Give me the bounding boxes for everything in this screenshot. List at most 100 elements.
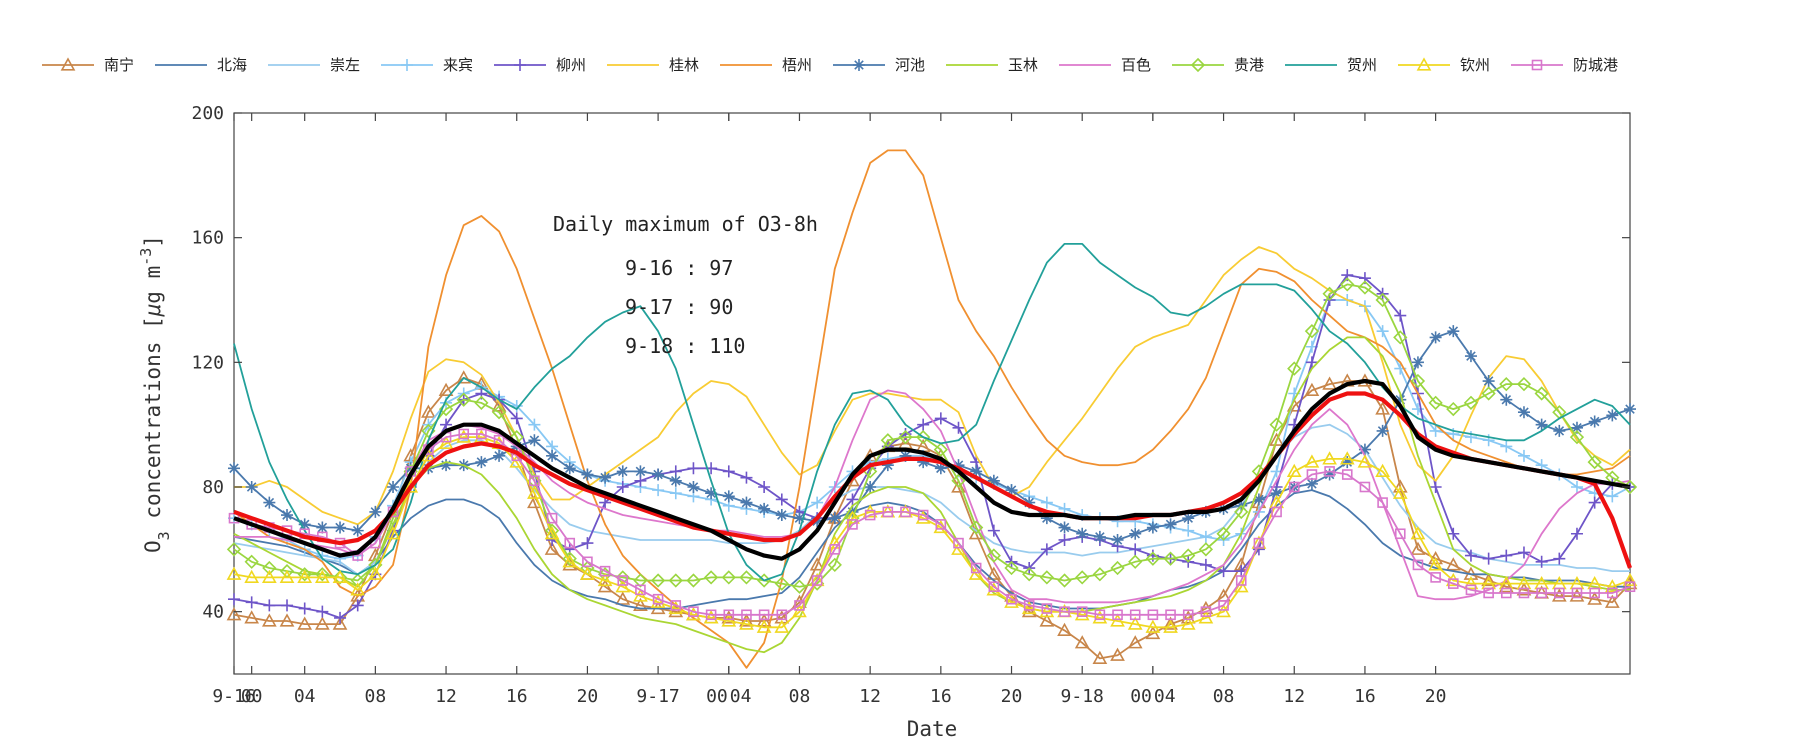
data-point [421,423,436,439]
data-point [1551,588,1567,602]
data-point [244,554,259,569]
data-point [1322,286,1337,301]
data-point [1429,331,1442,344]
data-point [297,569,313,583]
legend-label: 桂林 [669,56,699,74]
legend-item: 来宾 [381,56,473,74]
data-point [1112,609,1123,621]
data-point [1145,551,1161,566]
data-point [864,481,877,493]
data-point [1058,521,1071,534]
data-point [828,512,841,525]
x-tick-label: 12 [435,686,457,707]
daily-max-annotation: Daily maximum of O3-8h 9-16 : 97 9-17 : … [553,212,818,358]
x-tick-label: 00 [241,686,263,707]
data-point [1447,578,1459,589]
data-point [633,588,648,602]
data-point [314,616,330,630]
data-point [668,600,684,615]
data-point [297,567,312,582]
data-point [438,382,454,396]
x-tick-label: 08 [789,686,811,707]
data-point [687,481,700,493]
data-point [1182,524,1195,537]
data-point [775,493,788,506]
legend-item: 贵港 [1172,56,1264,74]
data-point [580,566,595,580]
x-tick-label: 00 [1130,686,1152,707]
data-point [332,569,348,583]
data-point [1517,449,1530,462]
data-point [1163,619,1178,633]
data-point [1323,468,1336,481]
data-point [1357,280,1373,295]
data-point [298,602,311,615]
data-point [226,542,242,557]
x-axis-label: Date [907,717,958,741]
data-point [599,565,611,577]
data-point [1305,477,1318,490]
y-tick-label: 40 [202,602,224,623]
x-tick-label: 12 [1283,686,1305,707]
data-point [1357,454,1373,468]
data-point [1412,559,1424,571]
y-tick-label: 200 [191,103,224,124]
data-point [776,609,788,621]
data-point [703,610,719,624]
data-point [334,611,347,624]
legend-marker [1416,57,1432,71]
y-tick-label: 80 [202,477,224,498]
series-11 [226,277,1638,594]
y-axis-label-part: 3 [155,531,173,540]
data-point [933,442,948,457]
data-point [688,606,699,617]
data-point [1607,587,1618,599]
data-point [351,524,364,537]
data-point [1554,587,1565,599]
data-point [528,418,541,431]
data-point [633,573,648,588]
legend-label: 梧州 [782,56,812,74]
data-point [563,462,576,475]
data-point [1322,376,1337,390]
data-point [1288,481,1300,493]
data-point [721,613,737,627]
data-point [1482,375,1495,388]
data-point [529,475,540,487]
data-point [245,596,258,609]
data-point [1304,324,1320,339]
data-point [421,448,436,462]
data-point [1482,552,1495,565]
data-point [1536,587,1547,599]
data-point [900,506,911,518]
data-point [1534,386,1549,401]
data-point [1463,395,1479,410]
data-point [351,599,364,612]
data-point [1022,567,1037,582]
data-point [811,575,823,586]
data-point [1092,610,1108,624]
data-point [316,605,329,618]
data-point [968,566,984,580]
data-point [1464,350,1477,363]
data-point [350,582,366,596]
data-point [263,599,276,612]
data-point [244,610,260,624]
data-point [827,557,842,573]
y-axis-label-part: O [141,540,165,553]
data-point [597,579,613,593]
data-point [934,412,947,425]
data-point [263,496,276,509]
data-point [1516,377,1532,392]
data-point [1129,527,1142,540]
data-point [669,487,682,500]
data-point [988,581,1000,593]
data-point [1446,401,1461,417]
y-axis-label-part: concentrations [ [141,316,165,531]
data-point [1570,481,1583,493]
data-point [1058,502,1071,515]
plot-frame [233,112,1631,675]
x-tick-label: 08 [365,686,387,707]
data-point [1218,600,1229,611]
data-point [917,509,929,521]
